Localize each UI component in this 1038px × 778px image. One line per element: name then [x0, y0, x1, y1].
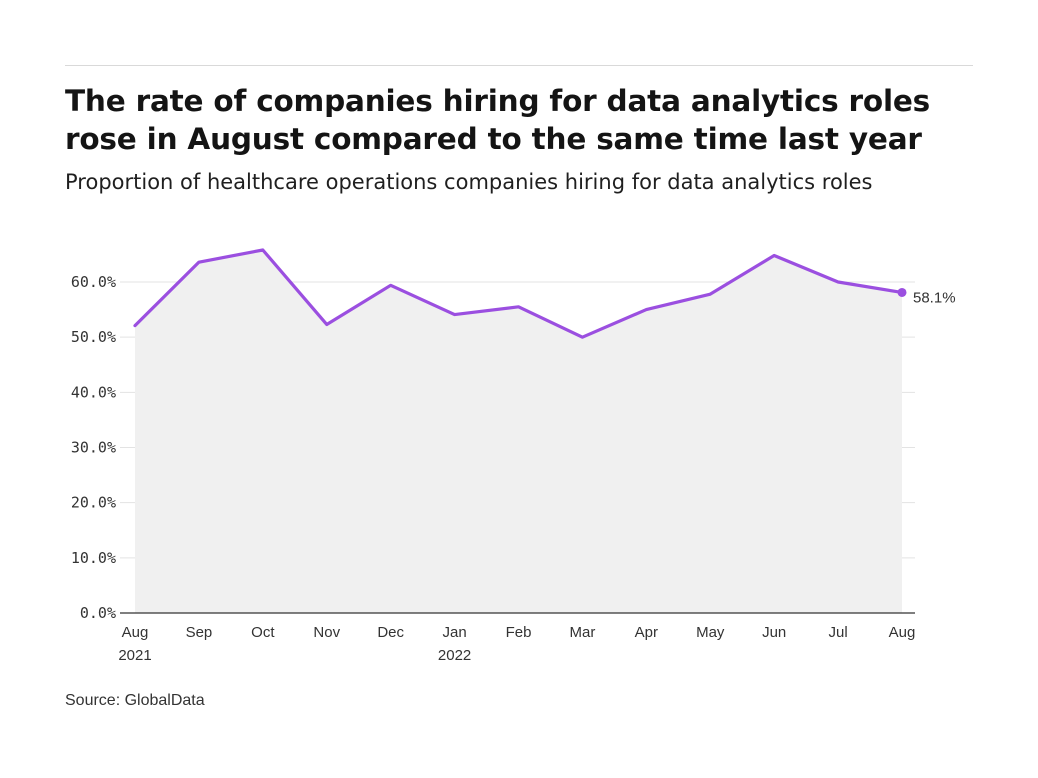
- end-value-label: 58.1%: [913, 289, 956, 306]
- y-tick-label: 50.0%: [71, 328, 116, 346]
- x-tick-label: Nov: [313, 624, 340, 641]
- top-divider: [65, 65, 973, 66]
- y-tick-label: 40.0%: [71, 383, 116, 401]
- end-point-marker: [897, 287, 907, 297]
- x-tick-year-label: 2021: [118, 647, 151, 664]
- x-tick-label: Jan: [442, 624, 466, 641]
- x-tick-label: May: [696, 624, 725, 641]
- x-tick-year-label: 2022: [438, 647, 471, 664]
- x-tick-label: Dec: [377, 624, 404, 641]
- y-tick-label: 10.0%: [71, 549, 116, 567]
- series-line: [133, 248, 904, 339]
- y-tick-label: 60.0%: [71, 273, 116, 291]
- x-axis-ticks: Aug 2021 Sep Oct Nov Dec Jan 2022 Feb Mar Apr May Ju…: [118, 624, 915, 664]
- chart-title: The rate of companies hiring for data an…: [65, 84, 931, 156]
- y-tick-label: 20.0%: [71, 494, 116, 512]
- x-tick-label: Sep: [186, 624, 213, 641]
- x-tick-label: Apr: [635, 624, 658, 641]
- x-tick-label: Mar: [569, 624, 595, 641]
- area-fill: [135, 250, 902, 613]
- x-tick-label: Feb: [506, 624, 532, 641]
- chart-subtitle: Proportion of healthcare operations comp…: [65, 170, 873, 194]
- x-tick-label: Jul: [828, 624, 847, 641]
- y-tick-label: 0.0%: [80, 604, 116, 622]
- x-tick-label: Jun: [762, 624, 786, 641]
- y-tick-label: 30.0%: [71, 439, 116, 457]
- data-points: [897, 287, 907, 297]
- x-tick-label: Aug: [122, 624, 149, 641]
- x-tick-label: Oct: [251, 624, 275, 641]
- source-note: Source: GlobalData: [65, 692, 205, 709]
- y-axis-ticks: 0.0% 10.0% 20.0% 30.0% 40.0% 50.0% 60.0%: [71, 273, 116, 622]
- x-tick-label: Aug: [889, 624, 916, 641]
